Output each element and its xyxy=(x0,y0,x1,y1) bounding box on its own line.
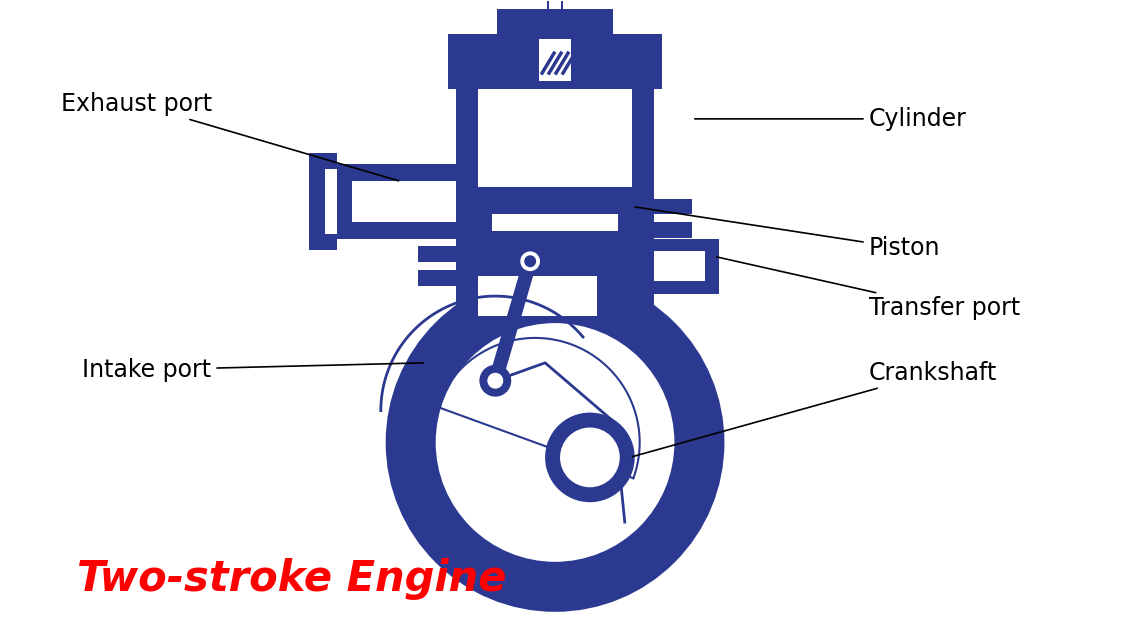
Bar xyxy=(654,246,692,262)
Bar xyxy=(337,164,456,239)
Bar xyxy=(353,181,456,223)
Bar xyxy=(418,223,456,239)
Bar xyxy=(654,271,692,286)
Circle shape xyxy=(480,365,511,397)
Bar xyxy=(654,223,692,239)
Bar xyxy=(498,10,612,34)
Text: Two-stroke Engine: Two-stroke Engine xyxy=(77,558,507,600)
Text: Cylinder: Cylinder xyxy=(695,107,966,131)
Bar xyxy=(418,246,456,262)
Polygon shape xyxy=(456,316,483,330)
Text: Crankshaft: Crankshaft xyxy=(633,360,997,457)
Bar xyxy=(448,34,662,89)
Circle shape xyxy=(524,255,536,267)
Text: Transfer port: Transfer port xyxy=(717,257,1019,320)
Bar xyxy=(456,89,477,316)
Text: Exhaust port: Exhaust port xyxy=(61,92,398,181)
Bar xyxy=(477,89,633,316)
Bar xyxy=(308,153,337,250)
Bar xyxy=(633,89,654,316)
Circle shape xyxy=(429,316,682,569)
Circle shape xyxy=(392,280,718,605)
Bar xyxy=(654,239,719,293)
Text: Intake port: Intake port xyxy=(83,358,423,382)
Bar xyxy=(418,271,456,286)
Circle shape xyxy=(560,427,620,487)
Bar xyxy=(418,198,456,214)
Polygon shape xyxy=(627,316,654,330)
Circle shape xyxy=(518,249,542,273)
Bar xyxy=(539,39,572,81)
Bar xyxy=(477,186,633,214)
Circle shape xyxy=(488,373,503,389)
Circle shape xyxy=(545,413,635,502)
Circle shape xyxy=(429,316,682,569)
Bar xyxy=(477,186,633,276)
Bar xyxy=(547,0,562,10)
Bar xyxy=(324,169,337,234)
Bar xyxy=(654,198,692,214)
Text: Piston: Piston xyxy=(635,207,940,260)
Bar xyxy=(598,251,633,316)
Bar xyxy=(549,0,561,10)
Bar xyxy=(492,214,618,276)
Bar xyxy=(654,251,705,281)
Bar xyxy=(477,232,633,276)
